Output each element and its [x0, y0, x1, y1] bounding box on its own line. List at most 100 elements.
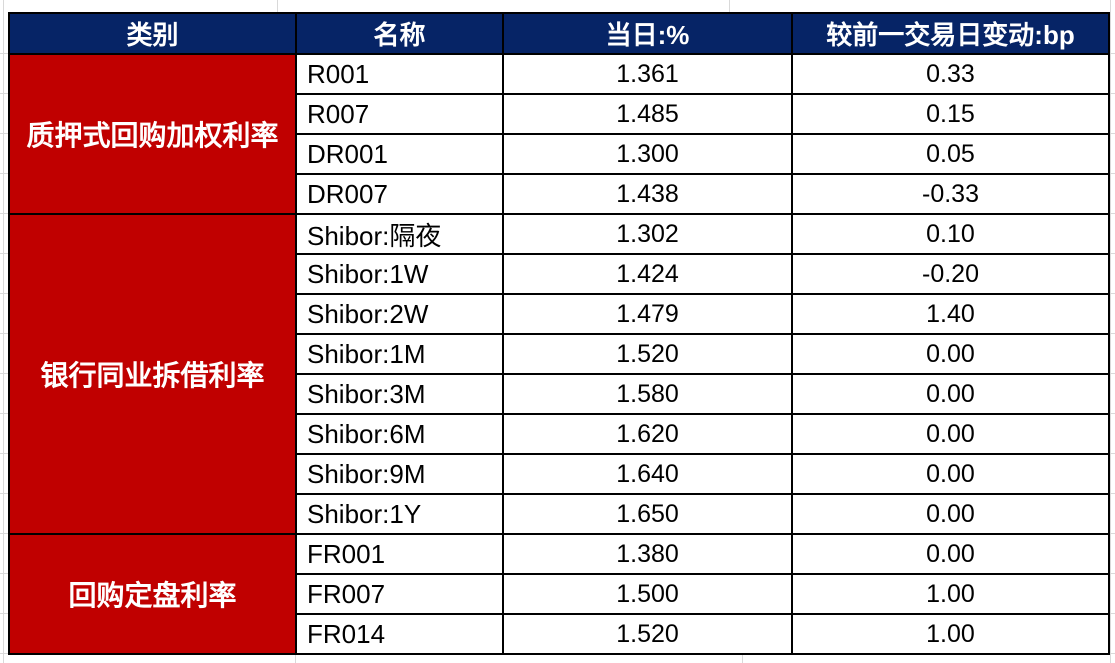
change-cell[interactable]: 1.40 — [791, 293, 1110, 335]
table-row: DR001 1.300 0.05 — [9, 133, 1110, 175]
name-cell[interactable]: DR007 — [295, 173, 504, 215]
change-cell[interactable]: 0.00 — [791, 453, 1110, 495]
name-cell[interactable]: R007 — [295, 93, 504, 135]
rate-cell[interactable]: 1.361 — [502, 53, 793, 95]
spreadsheet-gridline — [1108, 253, 1115, 254]
spreadsheet-gridline — [1108, 53, 1115, 54]
spreadsheet-gridline — [295, 652, 296, 663]
spreadsheet-gridline — [1108, 213, 1115, 214]
spreadsheet-gridline — [1108, 373, 1115, 374]
spreadsheet-gridline — [1108, 293, 1115, 294]
rate-cell[interactable]: 1.650 — [502, 493, 793, 535]
rates-table: 类别 名称 当日:% 较前一交易日变动:bp 质押式回购加权利率 R001 1.36… — [8, 12, 1110, 655]
change-cell[interactable]: -0.33 — [791, 173, 1110, 215]
spreadsheet-gridline — [1110, 0, 1111, 663]
name-cell[interactable]: Shibor:1M — [295, 333, 504, 375]
header-row: 类别 名称 当日:% 较前一交易日变动:bp — [8, 12, 1110, 55]
spreadsheet-gridline — [0, 413, 8, 414]
rate-cell[interactable]: 1.300 — [502, 133, 793, 175]
change-cell[interactable]: 0.15 — [791, 93, 1110, 135]
name-cell[interactable]: Shibor:6M — [295, 413, 504, 455]
spreadsheet-gridline — [0, 53, 8, 54]
spreadsheet-gridline — [3, 0, 4, 663]
name-cell[interactable]: DR001 — [295, 133, 504, 175]
col-header-category[interactable]: 类别 — [8, 12, 297, 55]
change-cell[interactable]: 0.05 — [791, 133, 1110, 175]
spreadsheet-gridline — [1108, 413, 1115, 414]
table-row: Shibor:1M 1.520 0.00 — [9, 333, 1110, 375]
change-cell[interactable]: 1.00 — [791, 573, 1110, 615]
name-cell[interactable]: R001 — [295, 53, 504, 95]
category-cell[interactable]: 回购定盘利率 — [8, 533, 297, 655]
spreadsheet-gridline — [1108, 613, 1115, 614]
change-cell[interactable]: 0.10 — [791, 213, 1110, 255]
spreadsheet-gridline — [0, 133, 8, 134]
name-cell[interactable]: Shibor:3M — [295, 373, 504, 415]
name-cell[interactable]: Shibor:2W — [295, 293, 504, 335]
table-row: DR007 1.438 -0.33 — [9, 173, 1110, 215]
change-cell[interactable]: 0.00 — [791, 373, 1110, 415]
category-cell[interactable]: 质押式回购加权利率 — [8, 53, 297, 215]
spreadsheet-gridline — [0, 653, 8, 654]
spreadsheet-gridline — [729, 0, 730, 12]
name-cell[interactable]: Shibor:隔夜 — [295, 213, 504, 255]
spreadsheet-gridline — [0, 173, 8, 174]
table-row: Shibor:3M 1.580 0.00 — [9, 373, 1110, 415]
change-cell[interactable]: 0.00 — [791, 333, 1110, 375]
spreadsheet-gridline — [1108, 453, 1115, 454]
col-header-name[interactable]: 名称 — [295, 12, 504, 55]
rate-cell[interactable]: 1.520 — [502, 613, 793, 655]
spreadsheet-gridline — [0, 333, 8, 334]
rate-cell[interactable]: 1.580 — [502, 373, 793, 415]
rate-cell[interactable]: 1.500 — [502, 573, 793, 615]
col-header-change[interactable]: 较前一交易日变动:bp — [791, 12, 1110, 55]
spreadsheet-gridline — [0, 253, 8, 254]
change-cell[interactable]: 0.00 — [791, 533, 1110, 575]
change-cell[interactable]: 0.00 — [791, 413, 1110, 455]
change-cell[interactable]: 0.00 — [791, 493, 1110, 535]
spreadsheet-gridline — [0, 213, 8, 214]
spreadsheet-gridline — [1108, 173, 1115, 174]
rate-cell[interactable]: 1.479 — [502, 293, 793, 335]
spreadsheet-gridline — [0, 453, 8, 454]
spreadsheet-gridline — [1108, 133, 1115, 134]
col-header-rate[interactable]: 当日:% — [502, 12, 793, 55]
rate-cell[interactable]: 1.640 — [502, 453, 793, 495]
spreadsheet-gridline — [0, 293, 8, 294]
name-cell[interactable]: Shibor:9M — [295, 453, 504, 495]
spreadsheet-gridline — [277, 0, 278, 12]
name-cell[interactable]: FR014 — [295, 613, 504, 655]
spreadsheet-gridline — [1108, 533, 1115, 534]
name-cell[interactable]: Shibor:1Y — [295, 493, 504, 535]
category-cell[interactable]: 银行同业拆借利率 — [8, 213, 297, 535]
table-row: Shibor:1W 1.424 -0.20 — [9, 253, 1110, 295]
change-cell[interactable]: -0.20 — [791, 253, 1110, 295]
rate-cell[interactable]: 1.424 — [502, 253, 793, 295]
spreadsheet-gridline — [0, 613, 8, 614]
table-row: FR007 1.500 1.00 — [9, 573, 1110, 615]
table-row: 银行同业拆借利率 Shibor:隔夜 1.302 0.10 — [8, 213, 1110, 535]
table-row: 回购定盘利率 FR001 1.380 0.00 — [8, 533, 1110, 655]
change-cell[interactable]: 0.33 — [791, 53, 1110, 95]
rate-cell[interactable]: 1.380 — [502, 533, 793, 575]
table-row: Shibor:9M 1.640 0.00 — [9, 453, 1110, 495]
spreadsheet-gridline — [1108, 493, 1115, 494]
name-cell[interactable]: FR001 — [295, 533, 504, 575]
change-cell[interactable]: 1.00 — [791, 613, 1110, 655]
name-cell[interactable]: Shibor:1W — [295, 253, 504, 295]
rate-cell[interactable]: 1.302 — [502, 213, 793, 255]
table-row: Shibor:2W 1.479 1.40 — [9, 293, 1110, 335]
table-row: FR014 1.520 1.00 — [9, 613, 1110, 655]
rate-cell[interactable]: 1.520 — [502, 333, 793, 375]
rate-cell[interactable]: 1.438 — [502, 173, 793, 215]
spreadsheet-gridline — [0, 373, 8, 374]
spreadsheet-gridline — [1108, 333, 1115, 334]
spreadsheet-gridline — [0, 93, 8, 94]
rate-cell[interactable]: 1.485 — [502, 93, 793, 135]
name-cell[interactable]: FR007 — [295, 573, 504, 615]
rate-cell[interactable]: 1.620 — [502, 413, 793, 455]
table-row: R007 1.485 0.15 — [9, 93, 1110, 135]
spreadsheet-gridline — [1108, 573, 1115, 574]
spreadsheet-gridline — [742, 652, 743, 663]
spreadsheet-gridline — [0, 533, 8, 534]
